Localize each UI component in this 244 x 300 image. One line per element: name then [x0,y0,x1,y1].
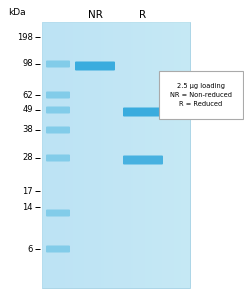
FancyBboxPatch shape [123,155,163,164]
Text: NR: NR [88,10,102,20]
Text: 98: 98 [22,59,33,68]
FancyBboxPatch shape [46,61,70,68]
FancyBboxPatch shape [46,209,70,217]
Text: 38: 38 [22,125,33,134]
FancyBboxPatch shape [46,127,70,134]
FancyBboxPatch shape [123,107,163,116]
Text: 198: 198 [17,32,33,41]
FancyBboxPatch shape [46,106,70,113]
FancyBboxPatch shape [159,71,243,119]
Text: 62: 62 [22,91,33,100]
Text: 49: 49 [22,106,33,115]
Text: 14: 14 [22,202,33,211]
FancyBboxPatch shape [46,245,70,253]
Text: 28: 28 [22,154,33,163]
Bar [42,22,190,288]
Text: 2.5 μg loading
NR = Non-reduced
R = Reduced: 2.5 μg loading NR = Non-reduced R = Redu… [170,83,232,107]
FancyBboxPatch shape [46,154,70,161]
FancyBboxPatch shape [46,92,70,98]
Text: 6: 6 [28,244,33,253]
FancyBboxPatch shape [75,61,115,70]
Text: 17: 17 [22,187,33,196]
Text: R: R [139,10,147,20]
Text: kDa: kDa [8,8,26,17]
